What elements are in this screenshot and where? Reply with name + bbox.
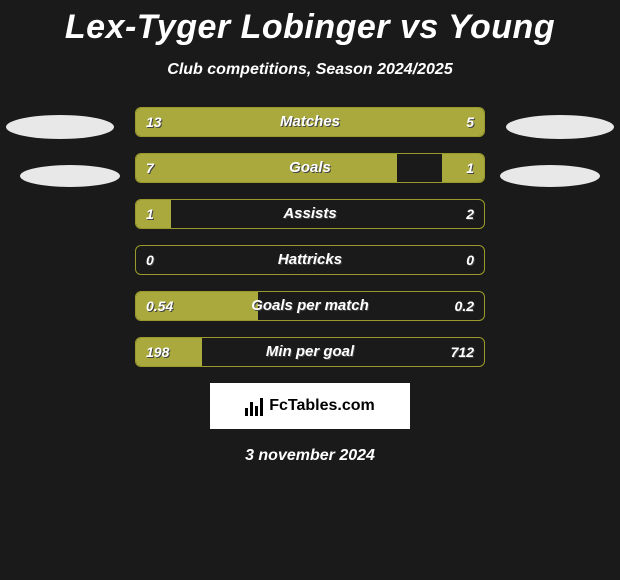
row-label: Assists — [136, 200, 484, 228]
comparison-row: 135Matches — [135, 107, 485, 137]
avatar-placeholder-right-2 — [500, 165, 600, 187]
source-label: FcTables.com — [269, 397, 375, 415]
comparison-row: 0.540.2Goals per match — [135, 291, 485, 321]
page-title: Lex-Tyger Lobinger vs Young — [0, 8, 620, 47]
row-label: Matches — [136, 108, 484, 136]
avatar-placeholder-left-1 — [6, 115, 114, 139]
row-label: Goals — [136, 154, 484, 182]
subtitle: Club competitions, Season 2024/2025 — [0, 61, 620, 79]
date-label: 3 november 2024 — [0, 447, 620, 465]
comparison-row: 71Goals — [135, 153, 485, 183]
chart-area: 135Matches 71Goals 12Assists 00Hattricks 0.5… — [0, 107, 620, 367]
comparison-row: 198712Min per goal — [135, 337, 485, 367]
row-label: Hattricks — [136, 246, 484, 274]
comparison-card: Lex-Tyger Lobinger vs Young Club competi… — [0, 0, 620, 465]
row-label: Min per goal — [136, 338, 484, 366]
avatar-placeholder-left-2 — [20, 165, 120, 187]
comparison-row: 12Assists — [135, 199, 485, 229]
source-badge: FcTables.com — [210, 383, 410, 429]
comparison-row: 00Hattricks — [135, 245, 485, 275]
comparison-rows: 135Matches 71Goals 12Assists 00Hattricks 0.5… — [135, 107, 485, 367]
avatar-placeholder-right-1 — [506, 115, 614, 139]
row-label: Goals per match — [136, 292, 484, 320]
bars-icon — [245, 396, 263, 416]
